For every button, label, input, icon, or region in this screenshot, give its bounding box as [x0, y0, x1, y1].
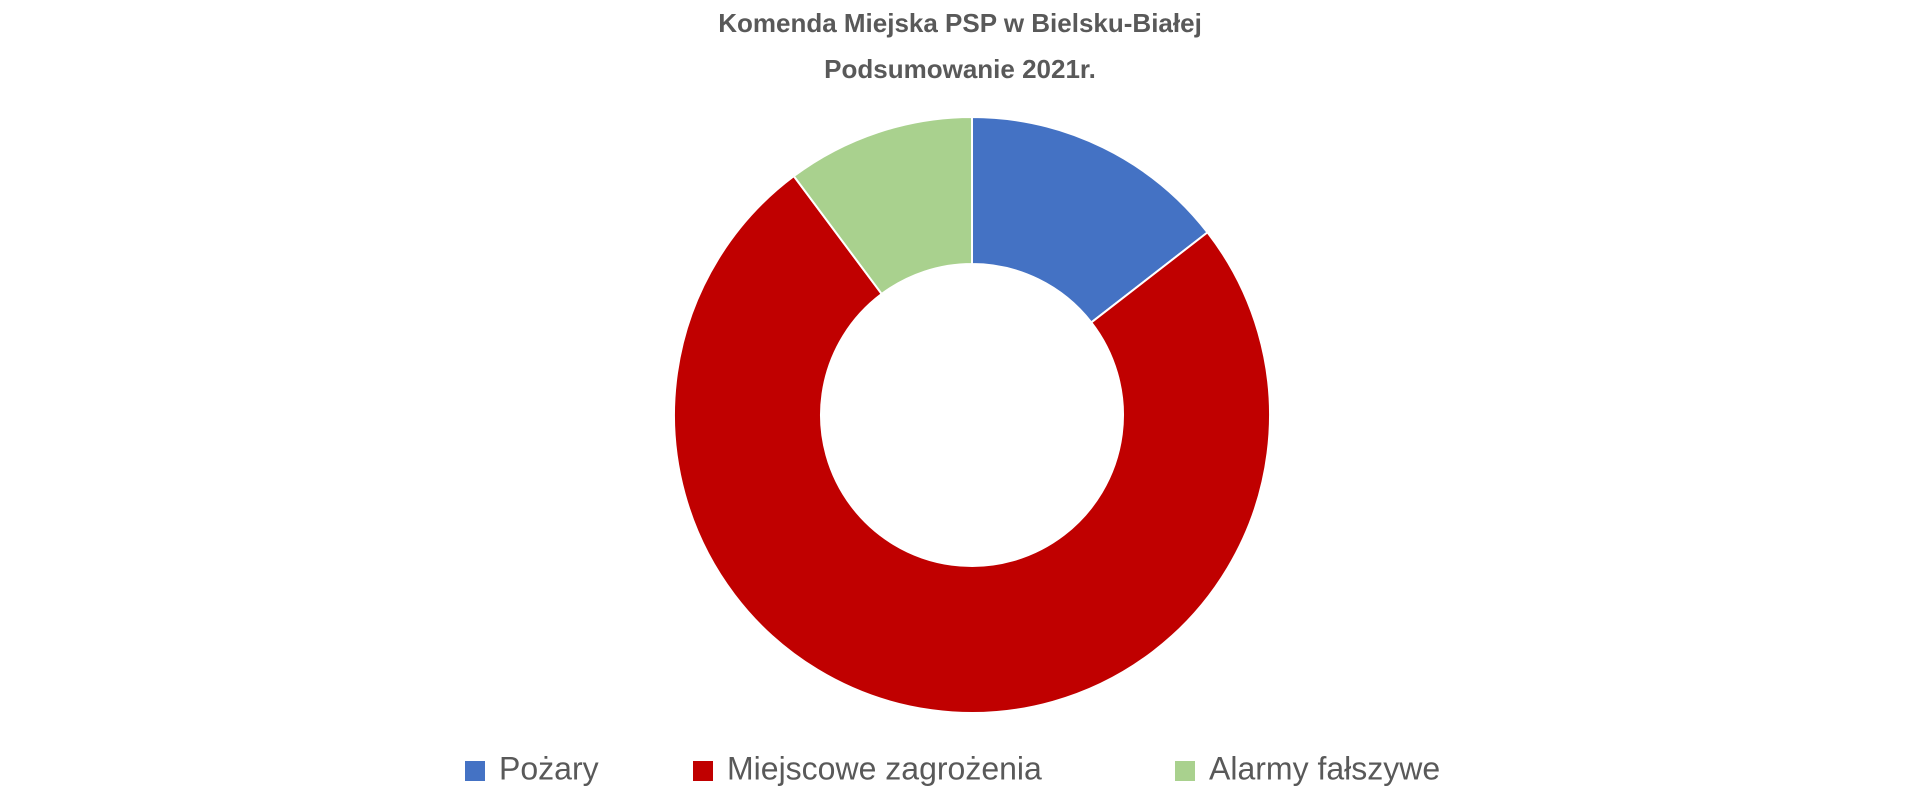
legend-label: Alarmy fałszywe [1209, 750, 1440, 786]
chart-title: Komenda Miejska PSP w Bielsku-Białej [718, 8, 1202, 38]
chart-subtitle: Podsumowanie 2021r. [824, 54, 1096, 84]
donut-slice [673, 174, 1271, 714]
legend-swatch [693, 761, 713, 781]
legend-label: Miejscowe zagrożenia [727, 750, 1042, 786]
legend-label: Pożary [499, 750, 599, 786]
legend-swatch [465, 761, 485, 781]
legend-swatch [1175, 761, 1195, 781]
donut-slice [792, 115, 973, 296]
donut-slice [971, 115, 1209, 324]
